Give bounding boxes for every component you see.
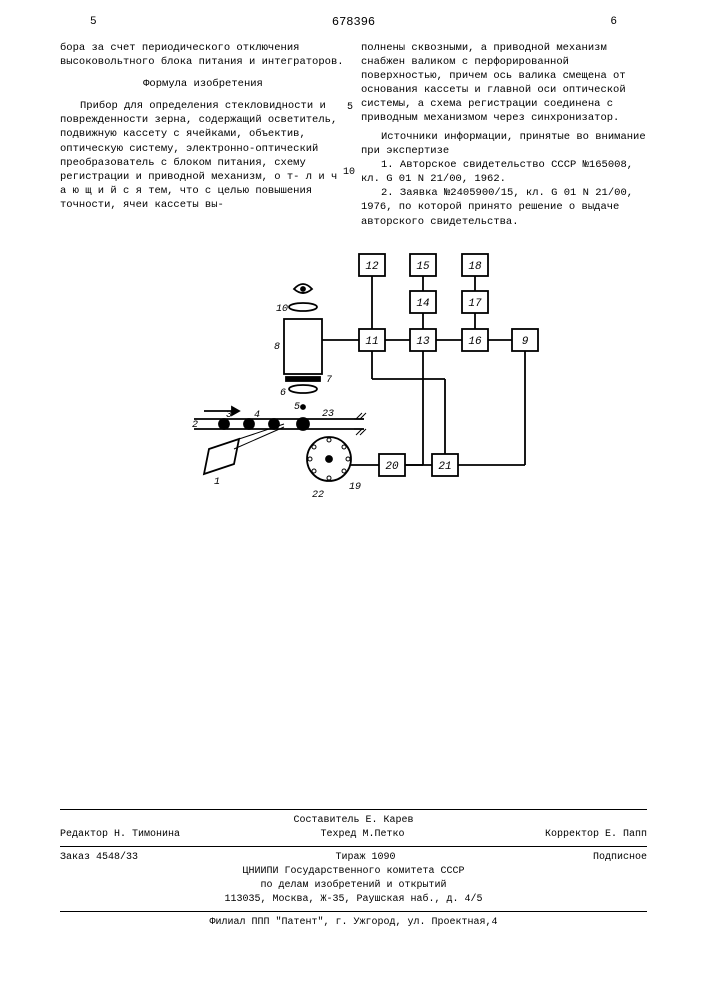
col1-p2: Прибор для определения стекловидности и … (60, 99, 346, 212)
svg-text:6: 6 (280, 388, 286, 399)
org-line2: по делам изобретений и открытий (60, 879, 647, 893)
svg-text:20: 20 (385, 461, 399, 473)
patent-number: 678396 (332, 15, 375, 31)
svg-text:4: 4 (254, 410, 260, 421)
line-marker-5: 5 (347, 101, 353, 114)
page-num-left: 5 (90, 15, 97, 31)
org-line1: ЦНИИПИ Государственного комитета СССР (60, 865, 647, 879)
svg-text:2: 2 (192, 420, 198, 431)
corrector: Корректор Е. Папп (545, 828, 647, 842)
svg-text:17: 17 (468, 298, 482, 310)
svg-text:23: 23 (322, 409, 334, 420)
line-marker-10: 10 (343, 166, 355, 179)
order-num: Заказ 4548/33 (60, 851, 138, 865)
svg-text:1: 1 (214, 477, 220, 488)
svg-text:13: 13 (416, 336, 430, 348)
svg-text:12: 12 (365, 261, 379, 273)
sources-title: Источники информации, принятые во вниман… (361, 130, 647, 158)
formula-title: Формула изобретения (60, 77, 346, 91)
page-header: 5 678396 6 (0, 0, 707, 36)
svg-text:5: 5 (294, 402, 300, 413)
svg-text:10: 10 (276, 304, 288, 315)
svg-text:14: 14 (416, 298, 429, 310)
schematic-diagram: 12 15 18 14 17 11 13 16 9 20 21 10 8 7 6… (154, 249, 554, 519)
svg-text:18: 18 (468, 261, 482, 273)
editor: Редактор Н. Тимонина (60, 828, 180, 842)
column-left: бора за счет периодического отключения в… (60, 41, 346, 229)
svg-text:11: 11 (365, 336, 378, 348)
page-num-right: 6 (610, 15, 617, 31)
subscription: Подписное (593, 851, 647, 865)
svg-text:19: 19 (349, 482, 361, 493)
svg-text:21: 21 (438, 461, 451, 473)
footer-colophon: Составитель Е. Карев Редактор Н. Тимонин… (60, 805, 647, 930)
svg-text:3: 3 (226, 410, 232, 421)
svg-text:15: 15 (416, 261, 430, 273)
svg-text:22: 22 (312, 490, 324, 501)
col2-p1: полнены сквозными, а приводной механизм … (361, 41, 647, 126)
address: 113035, Москва, Ж-35, Раушская наб., д. … (60, 893, 647, 907)
svg-text:7: 7 (326, 375, 332, 386)
tirazh: Тираж 1090 (335, 851, 395, 865)
compiler: Составитель Е. Карев (60, 814, 647, 828)
column-right: полнены сквозными, а приводной механизм … (361, 41, 647, 229)
techred: Техред М.Петко (320, 828, 404, 842)
source-2: 2. Заявка №2405900/15, кл. G 01 N 21/00,… (361, 186, 647, 229)
filial: Филиал ППП "Патент", г. Ужгород, ул. Про… (60, 916, 647, 930)
diagram-svg: 12 15 18 14 17 11 13 16 9 20 21 10 8 7 6… (154, 249, 554, 519)
svg-text:9: 9 (521, 336, 528, 348)
source-1: 1. Авторское свидетельство СССР №165008,… (361, 158, 647, 186)
svg-text:8: 8 (274, 342, 280, 353)
col1-p1: бора за счет периодического отключения в… (60, 41, 346, 69)
text-columns: бора за счет периодического отключения в… (0, 36, 707, 229)
svg-text:16: 16 (468, 336, 482, 348)
